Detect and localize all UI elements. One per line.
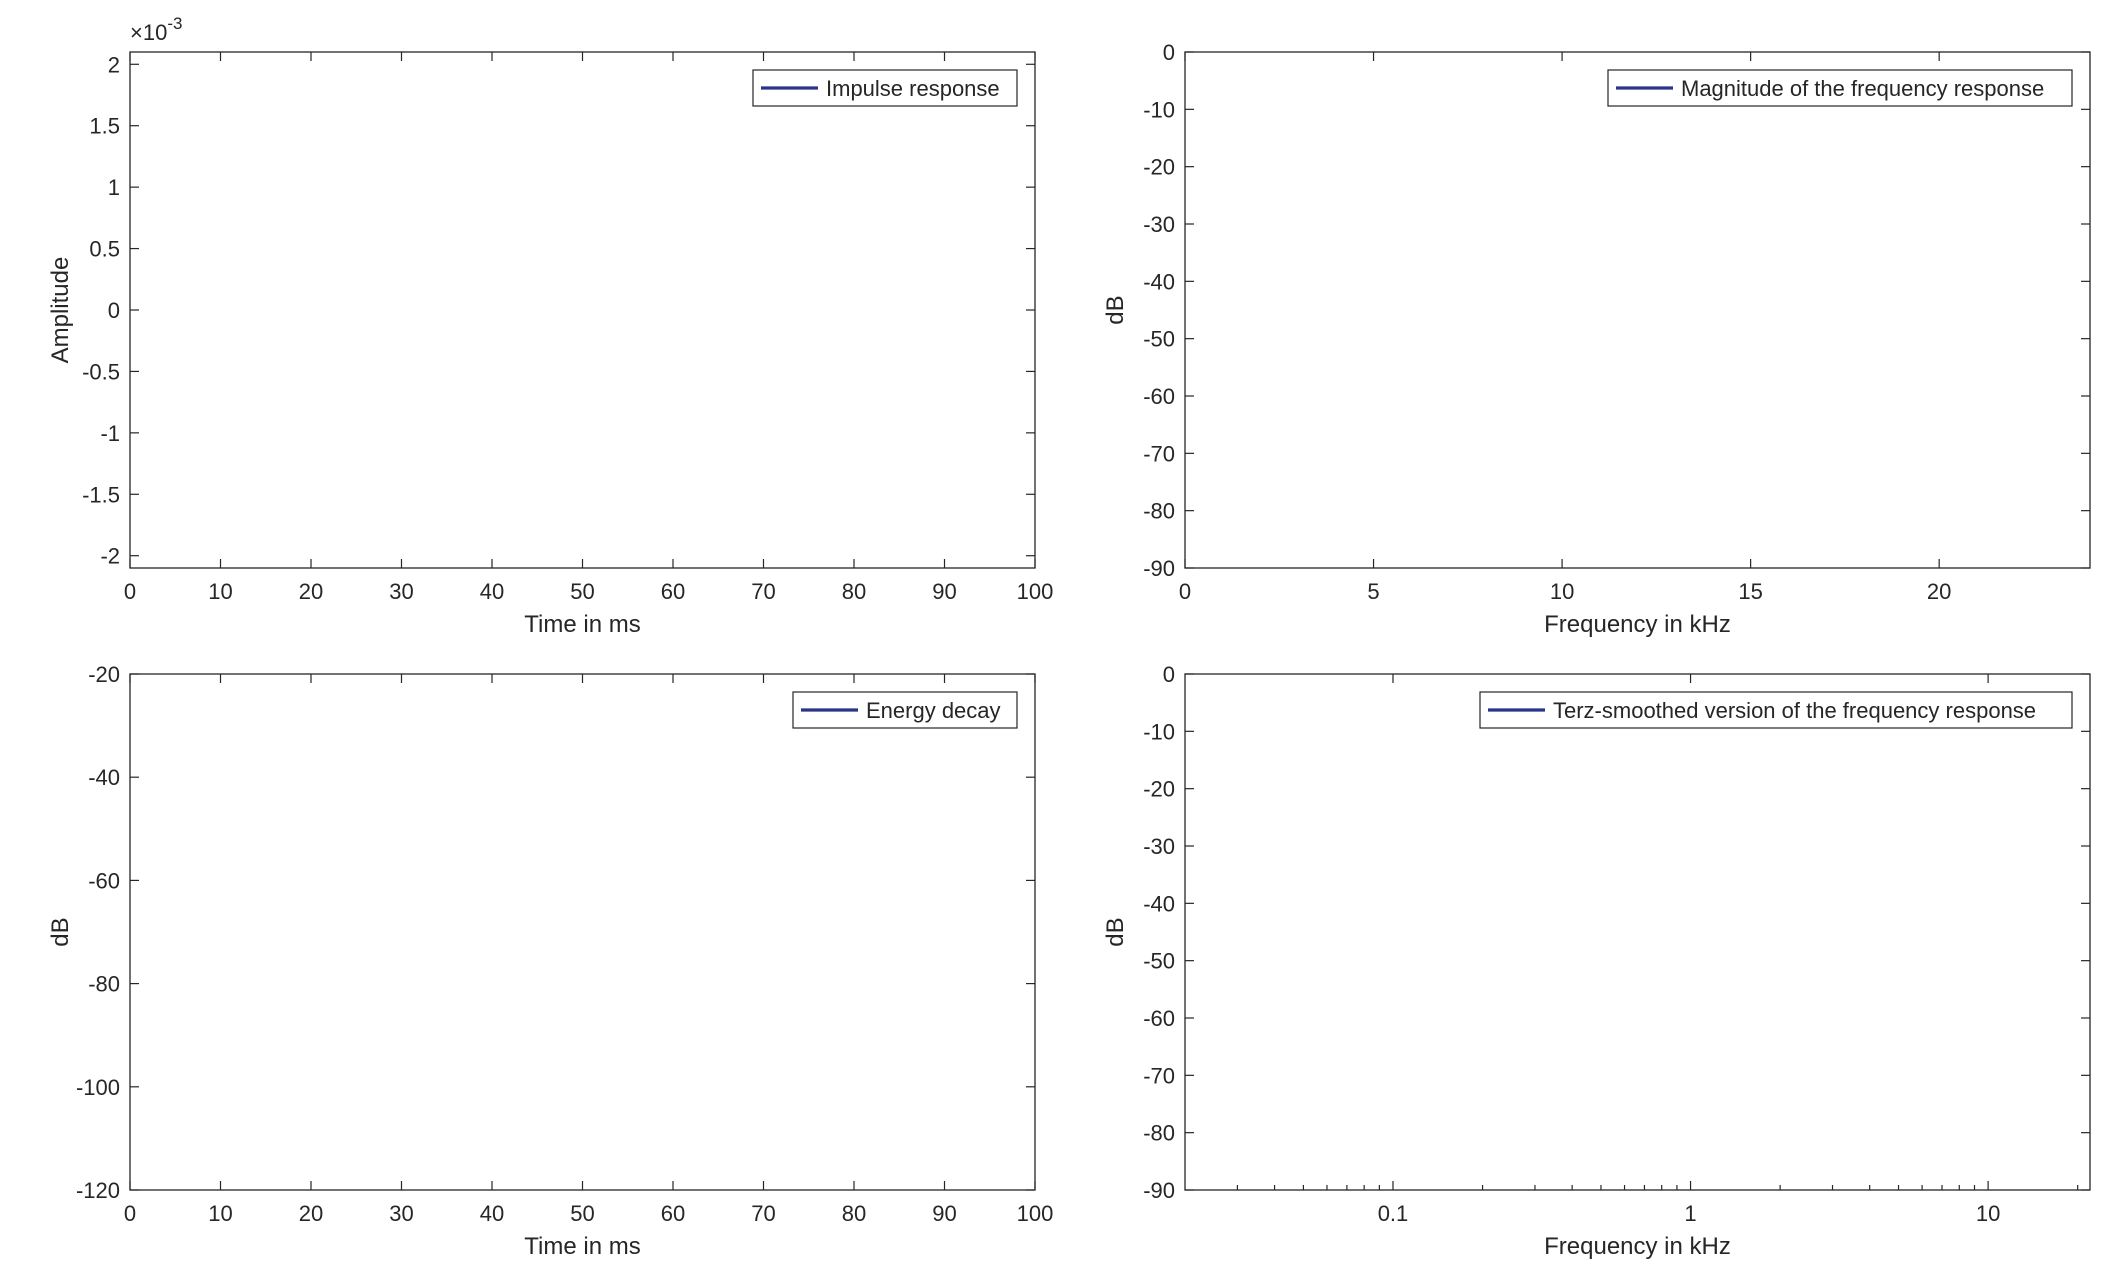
- legend: Magnitude of the frequency response: [1607, 69, 2073, 107]
- y-tick-label: -80: [1143, 499, 1175, 524]
- x-tick-label: 10: [1550, 579, 1574, 604]
- y-axis-label: dB: [1102, 295, 1129, 324]
- x-axis-label: Time in ms: [524, 611, 640, 638]
- x-tick-label: 20: [1927, 579, 1951, 604]
- y-tick-label: -1.5: [82, 482, 120, 507]
- y-tick-label: 0: [1163, 40, 1175, 65]
- y-tick-label: -10: [1143, 97, 1175, 122]
- y-tick-label: -0.5: [82, 359, 120, 384]
- y-tick-label: 0: [1163, 662, 1175, 687]
- y-tick-label: -40: [1143, 269, 1175, 294]
- x-tick-label: 5: [1367, 579, 1379, 604]
- y-tick-label: -50: [1143, 949, 1175, 974]
- x-tick-label: 80: [842, 1201, 866, 1226]
- y-tick-label: -100: [76, 1075, 120, 1100]
- axes-frame: [1184, 673, 2091, 1191]
- y-exponent-label: ×10-3: [130, 14, 182, 45]
- x-tick-label: 80: [842, 579, 866, 604]
- y-axis-label: Amplitude: [47, 257, 74, 364]
- legend-entry-label: Magnitude of the frequency response: [1681, 76, 2044, 101]
- y-axis-label: dB: [47, 917, 74, 946]
- y-tick-label: -70: [1143, 441, 1175, 466]
- y-tick-label: -40: [88, 765, 120, 790]
- x-tick-label: 15: [1738, 579, 1762, 604]
- chart-terz: 0.1 1 10 0 -10 -20 -30 -40 -50 -60 -70 -80 -90 Freque…: [1102, 662, 2091, 1260]
- x-tick-label: 10: [208, 579, 232, 604]
- y-tick-label: -80: [88, 972, 120, 997]
- y-tick-label: -90: [1143, 1178, 1175, 1203]
- x-tick-label: 30: [389, 579, 413, 604]
- x-tick-label: 0: [124, 579, 136, 604]
- y-tick-label: -30: [1143, 212, 1175, 237]
- x-tick-label: 0: [1179, 579, 1191, 604]
- y-tick-label: -80: [1143, 1121, 1175, 1146]
- chart-impulse: 0 10 20 30 40 50 60 70 80 90 100 -2 -1.5 -1 -0.5 0 0.5 1 1…: [47, 14, 1053, 638]
- legend: Impulse response: [752, 69, 1018, 107]
- y-tick-label: -10: [1143, 719, 1175, 744]
- y-tick-label: -20: [88, 662, 120, 687]
- axes-frame: [129, 51, 1036, 569]
- x-tick-label: 0: [124, 1201, 136, 1226]
- x-tick-label: 100: [1017, 1201, 1054, 1226]
- x-tick-label: 60: [661, 1201, 685, 1226]
- x-axis-label: Time in ms: [524, 1233, 640, 1260]
- x-tick-label: 60: [661, 579, 685, 604]
- x-tick-label: 50: [570, 579, 594, 604]
- x-tick-label: 90: [932, 1201, 956, 1226]
- y-axis-label: dB: [1102, 917, 1129, 946]
- x-tick-label: 20: [299, 579, 323, 604]
- x-tick-label: 50: [570, 1201, 594, 1226]
- legend: Energy decay: [792, 691, 1018, 729]
- chart-magnitude: 0 5 10 15 20 0 -10 -20 -30 -40 -50 -60 -70 -80 -90 Freq…: [1102, 40, 2091, 638]
- x-tick-label: 10: [1976, 1201, 2000, 1226]
- x-tick-label: 90: [932, 579, 956, 604]
- y-tick-label: -50: [1143, 327, 1175, 352]
- x-tick-label: 70: [751, 1201, 775, 1226]
- x-tick-label: 0.1: [1378, 1201, 1409, 1226]
- legend-box: [1607, 69, 2073, 107]
- y-tick-label: -60: [88, 868, 120, 893]
- x-tick-label: 70: [751, 579, 775, 604]
- x-axis-label: Frequency in kHz: [1544, 1233, 1731, 1260]
- x-tick-label: 1: [1684, 1201, 1696, 1226]
- x-tick-label: 40: [480, 579, 504, 604]
- x-axis-label: Frequency in kHz: [1544, 611, 1731, 638]
- y-tick-label: 0: [108, 298, 120, 323]
- y-tick-label: -30: [1143, 834, 1175, 859]
- x-tick-label: 40: [480, 1201, 504, 1226]
- y-tick-label: 1: [108, 175, 120, 200]
- y-tick-label: -40: [1143, 891, 1175, 916]
- legend-box: [1479, 691, 2073, 729]
- x-tick-label: 10: [208, 1201, 232, 1226]
- legend-entry-label: Energy decay: [866, 698, 1001, 723]
- y-tick-label: -90: [1143, 556, 1175, 581]
- y-tick-label: 0.5: [89, 237, 120, 262]
- y-tick-label: -20: [1143, 777, 1175, 802]
- legend-entry-label: Impulse response: [826, 76, 1000, 101]
- y-tick-label: -120: [76, 1178, 120, 1203]
- x-tick-label: 30: [389, 1201, 413, 1226]
- axes-frame: [129, 673, 1036, 1191]
- x-tick-label: 20: [299, 1201, 323, 1226]
- y-tick-label: -70: [1143, 1063, 1175, 1088]
- legend: Terz-smoothed version of the frequency r…: [1479, 691, 2073, 729]
- legend-entry-label: Terz-smoothed version of the frequency r…: [1553, 698, 2036, 723]
- y-tick-label: -20: [1143, 155, 1175, 180]
- y-tick-label: -60: [1143, 384, 1175, 409]
- y-tick-label: 1.5: [89, 114, 120, 139]
- y-tick-label: -60: [1143, 1006, 1175, 1031]
- axes-frame: [1184, 51, 2091, 569]
- chart-energy: 0 10 20 30 40 50 60 70 80 90 100 -20 -40 -60 -80 -100 -1…: [47, 662, 1053, 1260]
- x-tick-label: 100: [1017, 579, 1054, 604]
- y-tick-label: 2: [108, 52, 120, 77]
- y-tick-label: -2: [100, 544, 120, 569]
- y-tick-label: -1: [100, 421, 120, 446]
